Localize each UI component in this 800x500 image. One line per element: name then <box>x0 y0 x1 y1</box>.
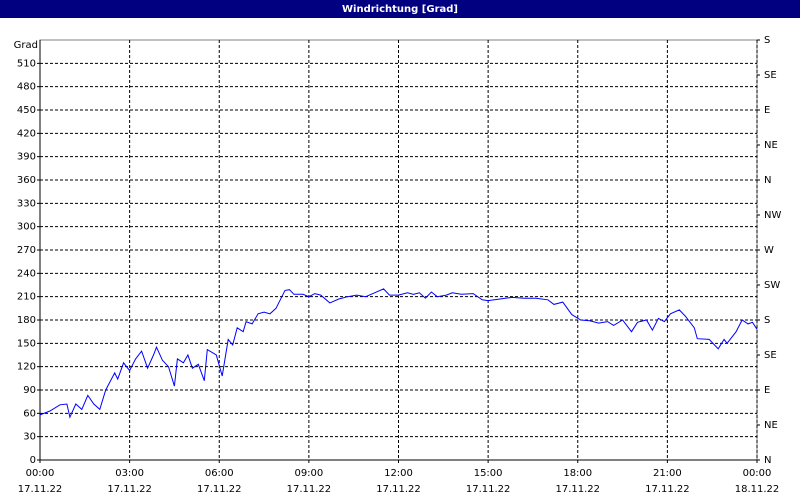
x-tick-label: 18:00 <box>563 468 592 479</box>
y2-tick-label: W <box>764 245 774 256</box>
y2-tick-label: N <box>764 175 771 186</box>
x-tick-date: 17.11.22 <box>645 484 690 495</box>
y-tick-label: 210 <box>17 292 36 303</box>
y2-tick-label: S <box>764 35 770 46</box>
y-tick-label: 30 <box>23 432 36 443</box>
y-tick-label: 420 <box>17 128 36 139</box>
y-tick-label: 510 <box>17 58 36 69</box>
y-tick-label: 270 <box>17 245 36 256</box>
x-tick-label: 09:00 <box>294 468 323 479</box>
y-axis-label: Grad <box>14 40 38 51</box>
x-tick-label: 12:00 <box>384 468 413 479</box>
y-tick-label: 480 <box>17 82 36 93</box>
y-tick-label: 150 <box>17 338 36 349</box>
x-tick-date: 17.11.22 <box>107 484 152 495</box>
x-tick-label: 00:00 <box>26 468 55 479</box>
x-tick-date: 17.11.22 <box>287 484 332 495</box>
x-tick-label: 15:00 <box>474 468 503 479</box>
title-bar <box>0 0 800 18</box>
y-tick-label: 300 <box>17 222 36 233</box>
chart-title: Windrichtung [Grad] <box>342 4 458 15</box>
y-tick-label: 360 <box>17 175 36 186</box>
y-tick-label: 0 <box>30 455 36 466</box>
x-tick-date: 18.11.22 <box>735 484 780 495</box>
y2-tick-label: NE <box>764 140 778 151</box>
x-tick-date: 17.11.22 <box>197 484 242 495</box>
y-tick-label: 390 <box>17 152 36 163</box>
x-tick-label: 21:00 <box>653 468 682 479</box>
data-line <box>39 288 758 419</box>
y-tick-label: 450 <box>17 105 36 116</box>
y2-tick-label: NW <box>764 210 781 221</box>
x-tick-label: 03:00 <box>115 468 144 479</box>
y-tick-label: 330 <box>17 198 36 209</box>
x-tick-label: 00:00 <box>743 468 772 479</box>
y-tick-label: 60 <box>23 408 36 419</box>
y-tick-label: 180 <box>17 315 36 326</box>
y2-tick-label: E <box>764 105 770 116</box>
y-tick-label: 90 <box>23 385 36 396</box>
x-tick-date: 17.11.22 <box>555 484 600 495</box>
y2-tick-label: SE <box>764 350 777 361</box>
x-tick-label: 06:00 <box>205 468 234 479</box>
x-tick-date: 17.11.22 <box>18 484 63 495</box>
y2-tick-label: N <box>764 455 771 466</box>
x-tick-date: 17.11.22 <box>466 484 511 495</box>
y2-tick-label: E <box>764 385 770 396</box>
y-tick-label: 240 <box>17 268 36 279</box>
y-tick-label: 120 <box>17 362 36 373</box>
y2-tick-label: SE <box>764 70 777 81</box>
x-tick-date: 17.11.22 <box>376 484 421 495</box>
y2-tick-label: NE <box>764 420 778 431</box>
y2-tick-label: S <box>764 315 770 326</box>
y2-tick-label: SW <box>764 280 780 291</box>
